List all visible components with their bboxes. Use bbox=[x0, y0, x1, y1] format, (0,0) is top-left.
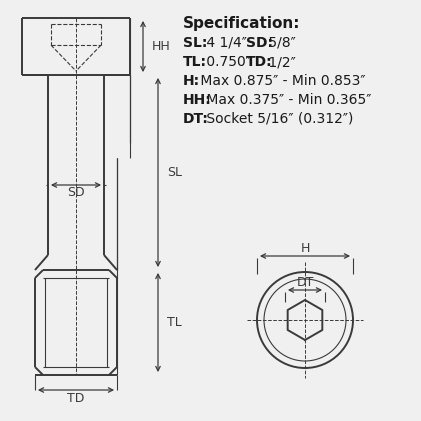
Text: H: H bbox=[300, 242, 310, 255]
Text: SD:: SD: bbox=[245, 36, 273, 50]
Text: Specification:: Specification: bbox=[183, 16, 301, 31]
Text: H:: H: bbox=[183, 74, 200, 88]
Text: 4 1/4″: 4 1/4″ bbox=[202, 36, 251, 50]
Text: 5/8″: 5/8″ bbox=[264, 36, 296, 50]
Text: HH: HH bbox=[152, 40, 171, 53]
Text: DT:: DT: bbox=[183, 112, 209, 126]
Text: TD:: TD: bbox=[245, 55, 272, 69]
Text: 1/2″: 1/2″ bbox=[264, 55, 296, 69]
Text: SD: SD bbox=[67, 187, 85, 200]
Text: TL:: TL: bbox=[183, 55, 207, 69]
Text: Max 0.375″ - Min 0.365″: Max 0.375″ - Min 0.365″ bbox=[203, 93, 372, 107]
Text: DT: DT bbox=[296, 275, 314, 288]
Text: SL:: SL: bbox=[183, 36, 208, 50]
Text: 0.750″: 0.750″ bbox=[202, 55, 255, 69]
Text: HH:: HH: bbox=[183, 93, 212, 107]
Text: TD: TD bbox=[67, 392, 85, 405]
Text: Max 0.875″ - Min 0.853″: Max 0.875″ - Min 0.853″ bbox=[196, 74, 365, 88]
Text: TL: TL bbox=[167, 316, 182, 329]
Text: SL: SL bbox=[167, 166, 182, 179]
Text: Socket 5/16″ (0.312″): Socket 5/16″ (0.312″) bbox=[203, 112, 354, 126]
